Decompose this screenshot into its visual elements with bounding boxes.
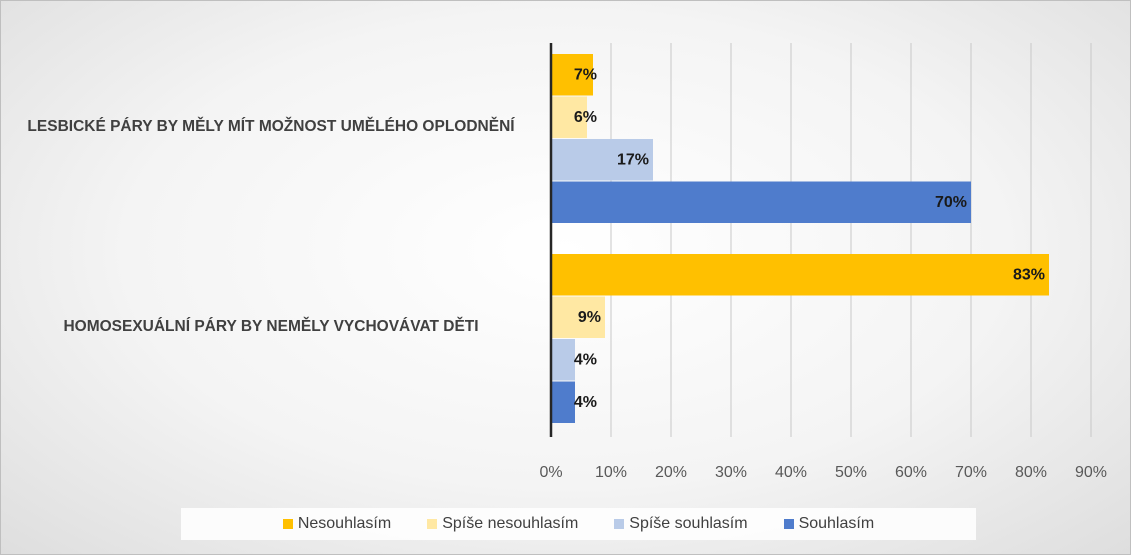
x-tick-label: 70% xyxy=(955,464,987,481)
bar xyxy=(551,181,971,223)
data-label: 70% xyxy=(935,194,967,211)
legend-swatch xyxy=(783,519,794,529)
legend-item: Spíše nesouhlasím xyxy=(427,515,578,533)
x-tick-label: 90% xyxy=(1075,464,1107,481)
legend-label: Spíše nesouhlasím xyxy=(442,515,579,532)
bar xyxy=(551,339,575,381)
legend-label: Souhlasím xyxy=(798,515,875,532)
data-label: 17% xyxy=(617,151,649,168)
bar xyxy=(551,296,605,338)
x-tick-label: 30% xyxy=(715,464,747,481)
bar xyxy=(551,254,1049,296)
data-label: 4% xyxy=(574,394,597,411)
category-label: LESBICKÉ PÁRY BY MĚLY MÍT MOŽNOST UMĚLÉH… xyxy=(27,118,515,135)
category-label: HOMOSEXUÁLNÍ PÁRY BY NEMĚLY VYCHOVÁVAT D… xyxy=(63,318,479,335)
legend-item: Souhlasím xyxy=(783,515,875,533)
x-tick-label: 20% xyxy=(655,464,687,481)
bar xyxy=(551,54,593,96)
data-label: 9% xyxy=(578,309,601,326)
x-tick-label: 40% xyxy=(775,464,807,481)
legend: Nesouhlasím Spíše nesouhlasím Spíše souhla… xyxy=(181,508,976,540)
bar xyxy=(551,96,587,138)
data-label: 4% xyxy=(574,351,597,368)
legend-swatch xyxy=(282,519,293,529)
x-tick-label: 10% xyxy=(595,464,627,481)
legend-item: Nesouhlasím xyxy=(282,515,392,533)
legend-label: Spíše souhlasím xyxy=(629,515,748,532)
bar xyxy=(551,381,575,423)
x-tick-label: 0% xyxy=(539,464,562,481)
legend-swatch xyxy=(614,519,625,529)
data-label: 7% xyxy=(574,66,597,83)
legend-item: Spíše souhlasím xyxy=(614,515,748,533)
legend-label: Nesouhlasím xyxy=(297,515,392,532)
x-tick-label: 80% xyxy=(1015,464,1047,481)
x-tick-label: 60% xyxy=(895,464,927,481)
legend-swatch xyxy=(427,519,438,529)
data-label: 83% xyxy=(1013,266,1045,283)
data-label: 6% xyxy=(574,109,597,126)
bar xyxy=(551,139,653,181)
x-tick-label: 50% xyxy=(835,464,867,481)
